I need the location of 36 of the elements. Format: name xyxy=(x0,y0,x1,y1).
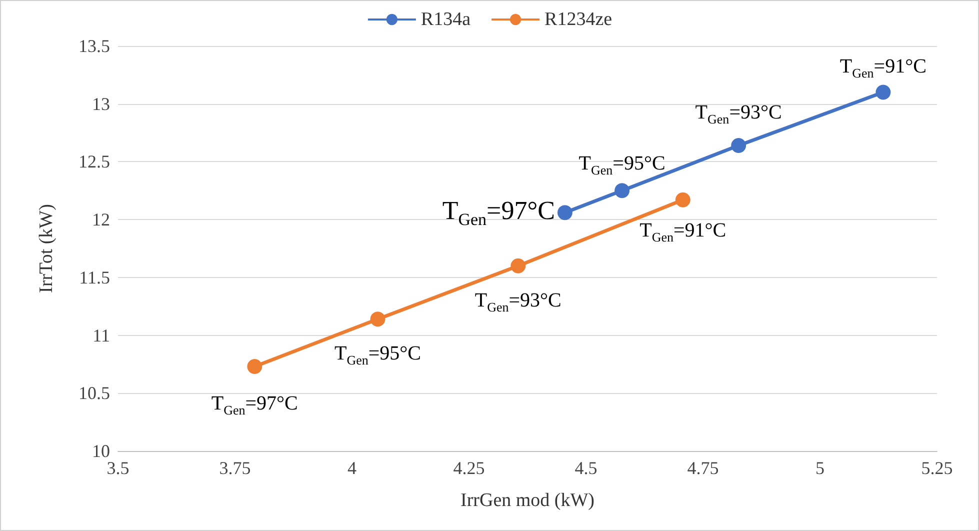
point xyxy=(247,359,262,374)
y-tick-label: 13 xyxy=(92,94,110,114)
point xyxy=(557,205,572,220)
y-tick-label: 11 xyxy=(92,325,110,346)
annotation: T$_{Gen}$=93°C xyxy=(695,101,782,126)
point xyxy=(510,258,526,274)
annotation: T$_{Gen}$=97°C xyxy=(211,392,298,418)
y-tick-label: 10 xyxy=(92,441,110,461)
legend-label: R1234ze xyxy=(544,9,612,30)
y-tick-label: 11.5 xyxy=(79,267,110,288)
point xyxy=(614,183,630,198)
point xyxy=(876,84,891,100)
x-tick-label: 4 xyxy=(348,458,356,478)
legend-label: R134a xyxy=(420,9,472,30)
y-tick-label: 12 xyxy=(92,210,110,230)
x-tick-label: 4.75 xyxy=(687,458,719,478)
y-tick-label: 12.5 xyxy=(78,152,110,172)
x-tick-label: 3.75 xyxy=(219,458,251,478)
x-tick-label: 4.25 xyxy=(453,458,485,478)
point xyxy=(370,312,386,327)
point xyxy=(731,138,746,154)
x-axis-title: IrrGen mod (kW) xyxy=(460,490,595,511)
x-tick-label: 5 xyxy=(816,458,824,478)
x-tick-label: 4.5 xyxy=(574,458,598,478)
annotation: T$_{Gen}$=91°C xyxy=(840,56,926,81)
y-tick-label: 13.5 xyxy=(78,36,110,56)
x-tick-label: 3.5 xyxy=(106,458,130,478)
annotation: T$_{Gen}$=93°C xyxy=(474,289,562,314)
annotation: T$_{Gen}$=95°C xyxy=(578,152,666,178)
annotation: T$_{Gen}$=97°C xyxy=(442,196,555,229)
annotation: T$_{Gen}$=91°C xyxy=(640,219,726,244)
y-axis-title: IrrTot (kW) xyxy=(36,204,57,293)
x-tick-label: 5.25 xyxy=(921,458,953,478)
point xyxy=(675,192,690,208)
y-tick-label: 10.5 xyxy=(78,383,110,404)
annotation: T$_{Gen}$=95°C xyxy=(334,342,421,368)
